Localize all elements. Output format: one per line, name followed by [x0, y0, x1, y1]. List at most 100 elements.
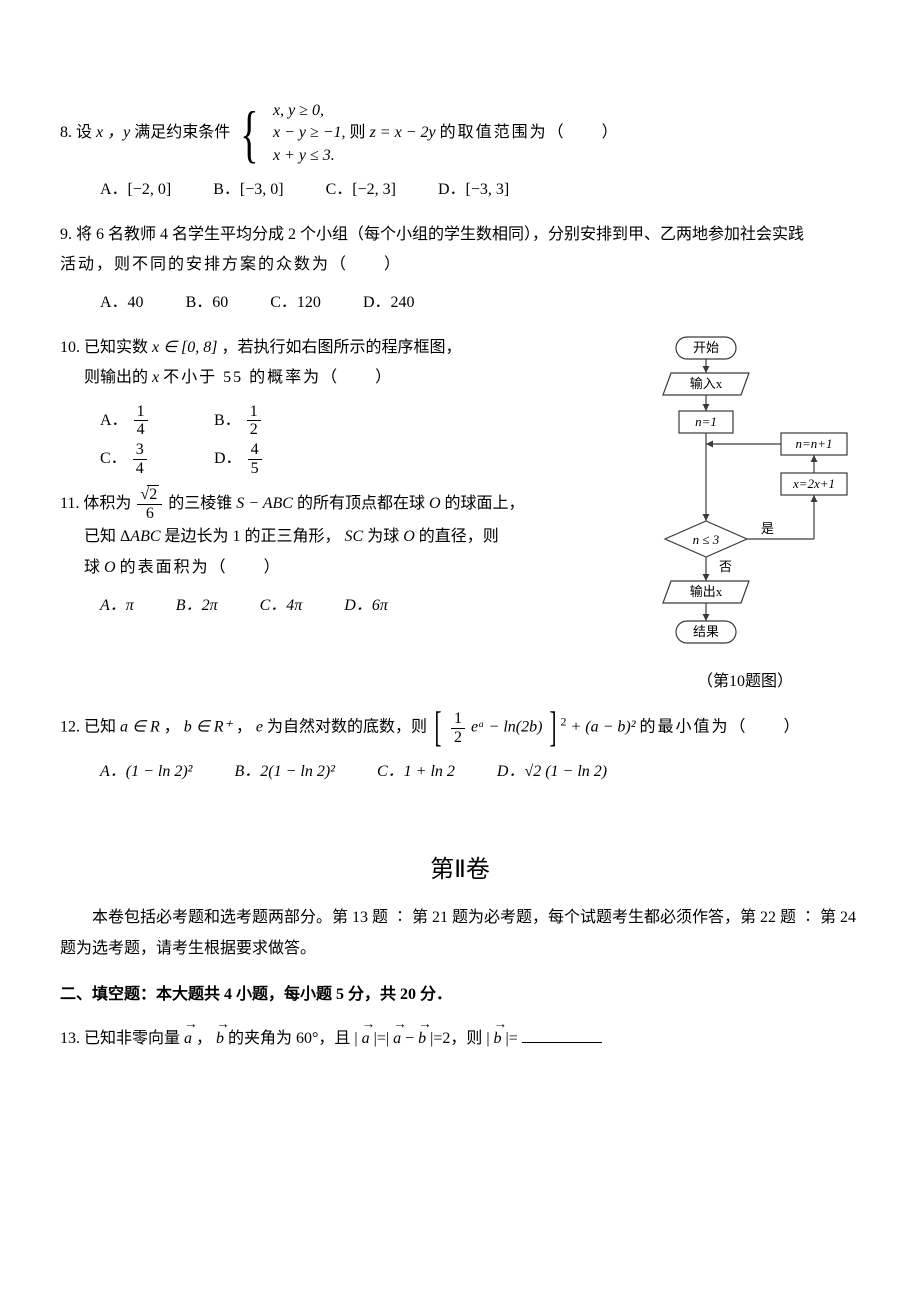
- vector-b-3: b: [494, 1024, 502, 1054]
- q10-choice-c[interactable]: C． 34: [100, 440, 210, 478]
- q12-aR: a ∈ R: [120, 719, 160, 736]
- q11-d: 的球面上，: [445, 495, 525, 512]
- q13-f: |=: [506, 1030, 522, 1047]
- svg-text:否: 否: [719, 559, 732, 574]
- q11-O-1: O: [429, 495, 441, 512]
- q8-case-2: x − y ≥ −1,: [273, 122, 346, 144]
- q8-xy: x ，y: [96, 118, 130, 148]
- q8-choices: A．[−2, 0] B．[−3, 0] C．[−2, 3] D．[−3, 3]: [100, 175, 860, 205]
- q8-case-1: x, y ≥ 0,: [273, 100, 346, 122]
- q13-e: |=2，则 |: [430, 1030, 493, 1047]
- q8-expr: z = x − 2y: [370, 118, 436, 148]
- q9-choice-b[interactable]: B．60: [186, 288, 229, 318]
- svg-text:输出x: 输出x: [690, 584, 723, 599]
- q11-choice-a[interactable]: A．π: [100, 591, 134, 621]
- q9-choice-a[interactable]: A．40: [100, 288, 144, 318]
- q11-l2d: 的直径，则: [419, 528, 499, 545]
- svg-text:开始: 开始: [693, 340, 719, 355]
- q12-bR: b ∈ R⁺: [184, 719, 232, 736]
- q12-choice-a[interactable]: A．(1 − ln 2)²: [100, 757, 192, 787]
- q11-l2b: 是边长为 1 的正三角形，: [165, 528, 341, 545]
- flowchart-caption: （第10题图）: [630, 667, 860, 697]
- flowchart-svg: 开始 输入x n=1 n=n+1 x=2x+1 n ≤ 3 是: [631, 333, 859, 663]
- q10-l2b: 不小于 55 的概率为（ ）: [163, 369, 393, 386]
- q9-choice-d[interactable]: D．240: [363, 288, 415, 318]
- q12-bracket-expr: [ 12 eᵃ − ln(2b) ]2: [431, 707, 566, 749]
- svg-text:n ≤ 3: n ≤ 3: [693, 532, 720, 547]
- question-13: 13. 已知非零向量 a ， b 的夹角为 60°，且 | a |=| a − …: [60, 1024, 860, 1054]
- q12-b3: 为自然对数的底数，则: [267, 719, 427, 736]
- q12-choices: A．(1 − ln 2)² B．2(1 − ln 2)² C．1 + ln 2 …: [100, 757, 860, 787]
- q11-choice-c[interactable]: C．4π: [260, 591, 303, 621]
- q12-e: e: [256, 719, 263, 736]
- q11-l3b: 的表面积为（ ）: [120, 559, 282, 576]
- question-9: 9. 将 6 名教师 4 名学生平均分成 2 个小组（每个小组的学生数相同），分…: [60, 220, 860, 281]
- q13-blank[interactable]: [522, 1042, 602, 1043]
- q11-sabc: S − ABC: [236, 495, 293, 512]
- q10-xrange: x ∈ [0, 8]: [152, 339, 218, 356]
- q13-c1: ，: [196, 1030, 212, 1047]
- q11-l3a: 球: [84, 559, 104, 576]
- vector-a-3: a: [393, 1024, 401, 1054]
- q11-O-2: O: [403, 528, 415, 545]
- q8-stem-c: 则: [350, 118, 366, 148]
- q13-c: |=|: [374, 1030, 393, 1047]
- vector-b-1: b: [216, 1024, 224, 1054]
- q8-stem-a: 8. 设: [60, 118, 92, 148]
- vector-a-2: a: [362, 1024, 370, 1054]
- q13-b: 的夹角为 60°，且 |: [228, 1030, 362, 1047]
- q12-choice-b[interactable]: B．2(1 − ln 2)²: [234, 757, 334, 787]
- q12-c2: ，: [236, 719, 252, 736]
- q11-vol-frac: 2 6: [137, 486, 162, 522]
- q9-line1: 9. 将 6 名教师 4 名学生平均分成 2 个小组（每个小组的学生数相同），分…: [60, 220, 860, 250]
- q11-abc: ABC: [130, 528, 160, 545]
- q8-case-3: x + y ≤ 3.: [273, 145, 346, 167]
- flowchart-figure: 开始 输入x n=1 n=n+1 x=2x+1 n ≤ 3 是: [630, 333, 860, 697]
- q13-d: −: [405, 1030, 418, 1047]
- q8-choice-c[interactable]: C．[−2, 3]: [326, 175, 396, 205]
- q11-l2a: 已知 Δ: [84, 528, 130, 545]
- q10-choice-b[interactable]: B． 12: [214, 402, 324, 440]
- vector-b-2: b: [418, 1024, 426, 1054]
- q10-l2a: 则输出的: [84, 369, 148, 386]
- q10-choice-d[interactable]: D． 45: [214, 440, 324, 478]
- q11-choice-b[interactable]: B．2π: [176, 591, 218, 621]
- q8-stem-d: 的取值范围为（ ）: [440, 118, 620, 148]
- q10-xvar: x: [152, 369, 163, 386]
- q12-plus: + (a − b)²: [570, 719, 635, 736]
- svg-text:输入x: 输入x: [690, 376, 723, 391]
- q11-b: 的三棱锥: [168, 495, 236, 512]
- vector-a-1: a: [184, 1024, 192, 1054]
- q11-c: 的所有顶点都在球: [297, 495, 429, 512]
- q11-O-3: O: [104, 559, 116, 576]
- q8-choice-b[interactable]: B．[−3, 0]: [213, 175, 283, 205]
- q11-a: 11. 体积为: [60, 495, 131, 512]
- q13-a: 13. 已知非零向量: [60, 1030, 180, 1047]
- q9-line2: 活动，则不同的安排方案的众数为（ ）: [60, 250, 860, 280]
- q10-choice-a[interactable]: A． 14: [100, 402, 210, 440]
- q12-c1: ，: [164, 719, 180, 736]
- part2-title: 第Ⅱ卷: [60, 848, 860, 894]
- question-12: 12. 已知 a ∈ R ， b ∈ R⁺ ， e 为自然对数的底数，则 [ 1…: [60, 707, 860, 749]
- svg-text:n=1: n=1: [695, 414, 717, 429]
- q12-tail: 的最小值为（ ）: [639, 719, 801, 736]
- left-brace-icon: {: [240, 102, 258, 166]
- q11-l2c: 为球: [367, 528, 403, 545]
- svg-text:n=n+1: n=n+1: [795, 436, 832, 451]
- q11-choice-d[interactable]: D．6π: [344, 591, 388, 621]
- q12-choice-c[interactable]: C．1 + ln 2: [377, 757, 455, 787]
- fill-heading: 二、填空题：本大题共 4 小题，每小题 5 分，共 20 分．: [60, 980, 860, 1010]
- svg-text:结果: 结果: [693, 624, 719, 639]
- q10-l1b: ，若执行如右图所示的程序框图，: [222, 339, 462, 356]
- q9-choice-c[interactable]: C．120: [270, 288, 321, 318]
- q8-choice-d[interactable]: D．[−3, 3]: [438, 175, 509, 205]
- q12-a: 12. 已知: [60, 719, 116, 736]
- q12-choice-d[interactable]: D．√2 (1 − ln 2): [497, 757, 607, 787]
- question-8: 8. 设 x ，y 满足约束条件 { x, y ≥ 0, x − y ≥ −1,…: [60, 100, 860, 167]
- svg-text:是: 是: [761, 521, 774, 536]
- q8-stem-b: 满足约束条件: [134, 118, 230, 148]
- svg-text:x=2x+1: x=2x+1: [792, 476, 835, 491]
- q8-choice-a[interactable]: A．[−2, 0]: [100, 175, 171, 205]
- q11-sc: SC: [345, 528, 364, 545]
- q9-choices: A．40 B．60 C．120 D．240: [100, 288, 860, 318]
